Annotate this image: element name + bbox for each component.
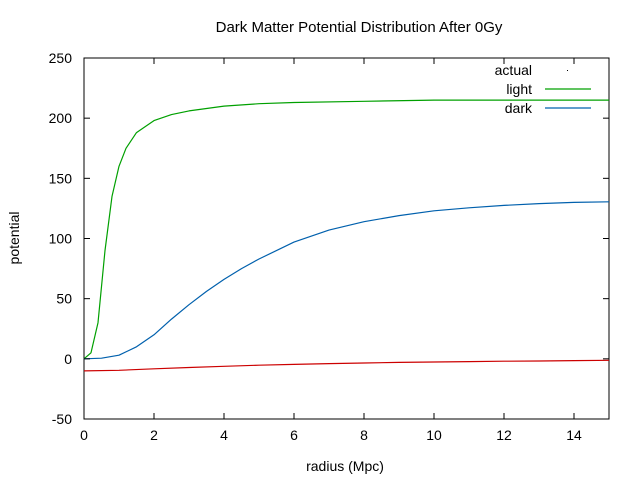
x-tick-label: 10	[426, 427, 442, 443]
x-tick-label: 8	[360, 427, 368, 443]
y-tick-label: 0	[64, 351, 72, 367]
y-axis-label: potential	[6, 212, 22, 265]
series-dark	[83, 201, 610, 360]
x-tick-label: 14	[566, 427, 582, 443]
series-actual	[83, 359, 610, 372]
legend-label: dark	[505, 100, 533, 116]
x-tick-label: 2	[150, 427, 158, 443]
chart-title: Dark Matter Potential Distribution After…	[216, 19, 503, 36]
legend-label: actual	[495, 62, 532, 78]
y-tick-label: 250	[49, 50, 73, 66]
y-tick-label: 150	[49, 170, 73, 186]
legend: actual light dark	[495, 62, 591, 116]
x-axis: 0 2 4 6 8 10 12 14	[80, 58, 582, 443]
series-light	[83, 99, 609, 360]
y-tick-label: -50	[52, 411, 72, 427]
y-axis: -50 0 50 100 150 200 250	[49, 50, 609, 427]
y-tick-label: 50	[56, 291, 72, 307]
x-tick-label: 12	[496, 427, 512, 443]
legend-swatch	[567, 70, 568, 71]
x-axis-label: radius (Mpc)	[306, 458, 384, 474]
y-tick-label: 200	[49, 110, 73, 126]
y-tick-label: 100	[49, 231, 73, 247]
x-tick-label: 0	[80, 427, 88, 443]
legend-label: light	[506, 81, 532, 97]
x-tick-label: 6	[290, 427, 298, 443]
x-tick-label: 4	[220, 427, 228, 443]
